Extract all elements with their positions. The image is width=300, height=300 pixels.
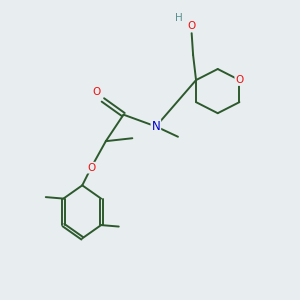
Text: N: N [152,120,160,133]
Text: O: O [92,87,101,97]
Text: O: O [188,22,196,32]
Text: H: H [176,13,183,22]
Text: O: O [87,163,95,173]
Text: O: O [235,75,244,85]
